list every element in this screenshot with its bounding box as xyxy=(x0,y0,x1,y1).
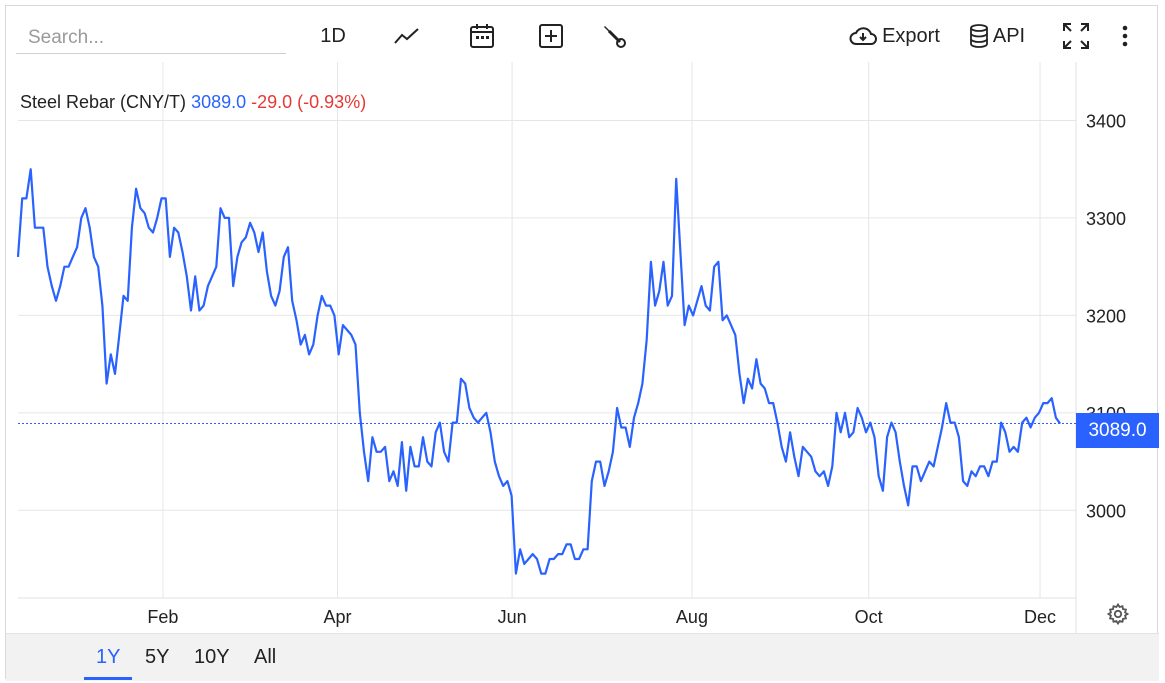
toolbar: 1D xyxy=(6,6,1157,62)
x-tick-label: Apr xyxy=(324,607,352,627)
export-button[interactable]: Export xyxy=(844,18,944,54)
range-all-button[interactable]: All xyxy=(254,646,277,668)
gear-icon xyxy=(1106,602,1130,626)
legend-change: -29.0 (-0.93%) xyxy=(251,92,367,112)
active-range-indicator xyxy=(84,677,132,680)
chart-widget: 1D xyxy=(5,5,1159,681)
line-chart-icon xyxy=(394,28,419,44)
range-1y-button[interactable]: 1Y xyxy=(96,646,121,668)
y-tick-label: 3300 xyxy=(1086,209,1126,229)
y-tick-label: 3000 xyxy=(1086,501,1126,521)
last-price-tag: 3089.0 xyxy=(1076,413,1159,448)
chart-type-button[interactable] xyxy=(389,18,425,54)
chart-settings-button[interactable] xyxy=(1106,602,1130,631)
date-range-button[interactable] xyxy=(464,18,500,54)
more-icon xyxy=(1122,25,1128,47)
calendar-icon xyxy=(470,24,494,48)
database-icon xyxy=(969,24,988,48)
interval-label: 1D xyxy=(320,24,346,47)
api-button[interactable]: API xyxy=(966,18,1028,54)
cloud-download-icon xyxy=(849,27,878,45)
interval-button[interactable]: 1D xyxy=(311,18,355,54)
export-label: Export xyxy=(882,24,940,47)
x-tick-label: Feb xyxy=(147,607,178,627)
add-indicator-icon xyxy=(539,24,563,48)
x-tick-label: Oct xyxy=(855,607,883,627)
legend-price: 3089.0 xyxy=(191,92,247,112)
fullscreen-icon xyxy=(1063,23,1089,49)
x-tick-label: Aug xyxy=(676,607,708,627)
wrench-icon xyxy=(604,26,626,48)
chart-legend: Steel Rebar (CNY/T) 3089.0 -29.0 (-0.93%… xyxy=(20,92,366,113)
api-label: API xyxy=(992,24,1026,47)
search-input[interactable] xyxy=(16,22,286,54)
x-tick-label: Jun xyxy=(498,607,527,627)
range-10y-button[interactable]: 10Y xyxy=(194,646,230,668)
price-series-line xyxy=(16,168,1061,575)
fullscreen-button[interactable] xyxy=(1058,18,1094,54)
y-tick-label: 3400 xyxy=(1086,111,1126,131)
range-5y-button[interactable]: 5Y xyxy=(145,646,170,668)
add-indicator-button[interactable] xyxy=(533,18,569,54)
range-selector-bar: 1Y 5Y 10Y All xyxy=(6,633,1159,681)
x-tick-label: Dec xyxy=(1024,607,1056,627)
settings-tools-button[interactable] xyxy=(596,18,632,54)
more-options-button[interactable] xyxy=(1110,18,1140,54)
legend-instrument-name: Steel Rebar (CNY/T) xyxy=(20,92,187,112)
y-tick-label: 3200 xyxy=(1086,306,1126,326)
